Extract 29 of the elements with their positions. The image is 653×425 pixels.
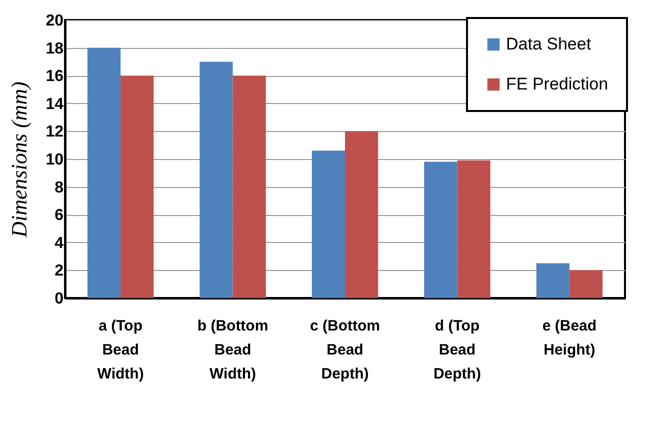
y-tick-label: 8 [54, 179, 64, 196]
bar [345, 131, 378, 298]
bar [120, 76, 154, 298]
legend-label: Data Sheet [506, 34, 592, 54]
bar [457, 160, 490, 298]
bar [87, 48, 121, 298]
y-tick-label: 12 [46, 124, 64, 141]
bar [312, 150, 345, 298]
y-tick-label: 10 [46, 152, 64, 168]
bar [424, 162, 458, 298]
y-tick-label: 6 [54, 207, 64, 224]
x-tick-label: e (Bead Height) [542, 318, 597, 358]
y-tick-label: 2 [54, 262, 64, 280]
bar [569, 270, 603, 298]
x-tick-label: d (Top Bead Depth) [433, 318, 481, 382]
y-tick-label: 18 [46, 40, 64, 58]
y-tick-label: 16 [46, 68, 64, 86]
bar [536, 263, 570, 298]
x-tick-label: c (Bottom Bead Depth) [310, 318, 380, 382]
y-tick-label: 14 [46, 96, 64, 113]
x-tick-label: b (Bottom Bead Width) [197, 318, 268, 382]
y-axis-title: Dimensions (mm) [6, 82, 32, 238]
x-tick-label: a (Top Bead Width) [97, 318, 144, 382]
y-tick-label: 4 [54, 234, 64, 252]
bar [200, 62, 233, 298]
bar [232, 76, 266, 298]
legend-label: FE Prediction [506, 74, 608, 94]
y-tick-label: 0 [54, 290, 64, 308]
y-tick-label: 20 [46, 12, 64, 30]
